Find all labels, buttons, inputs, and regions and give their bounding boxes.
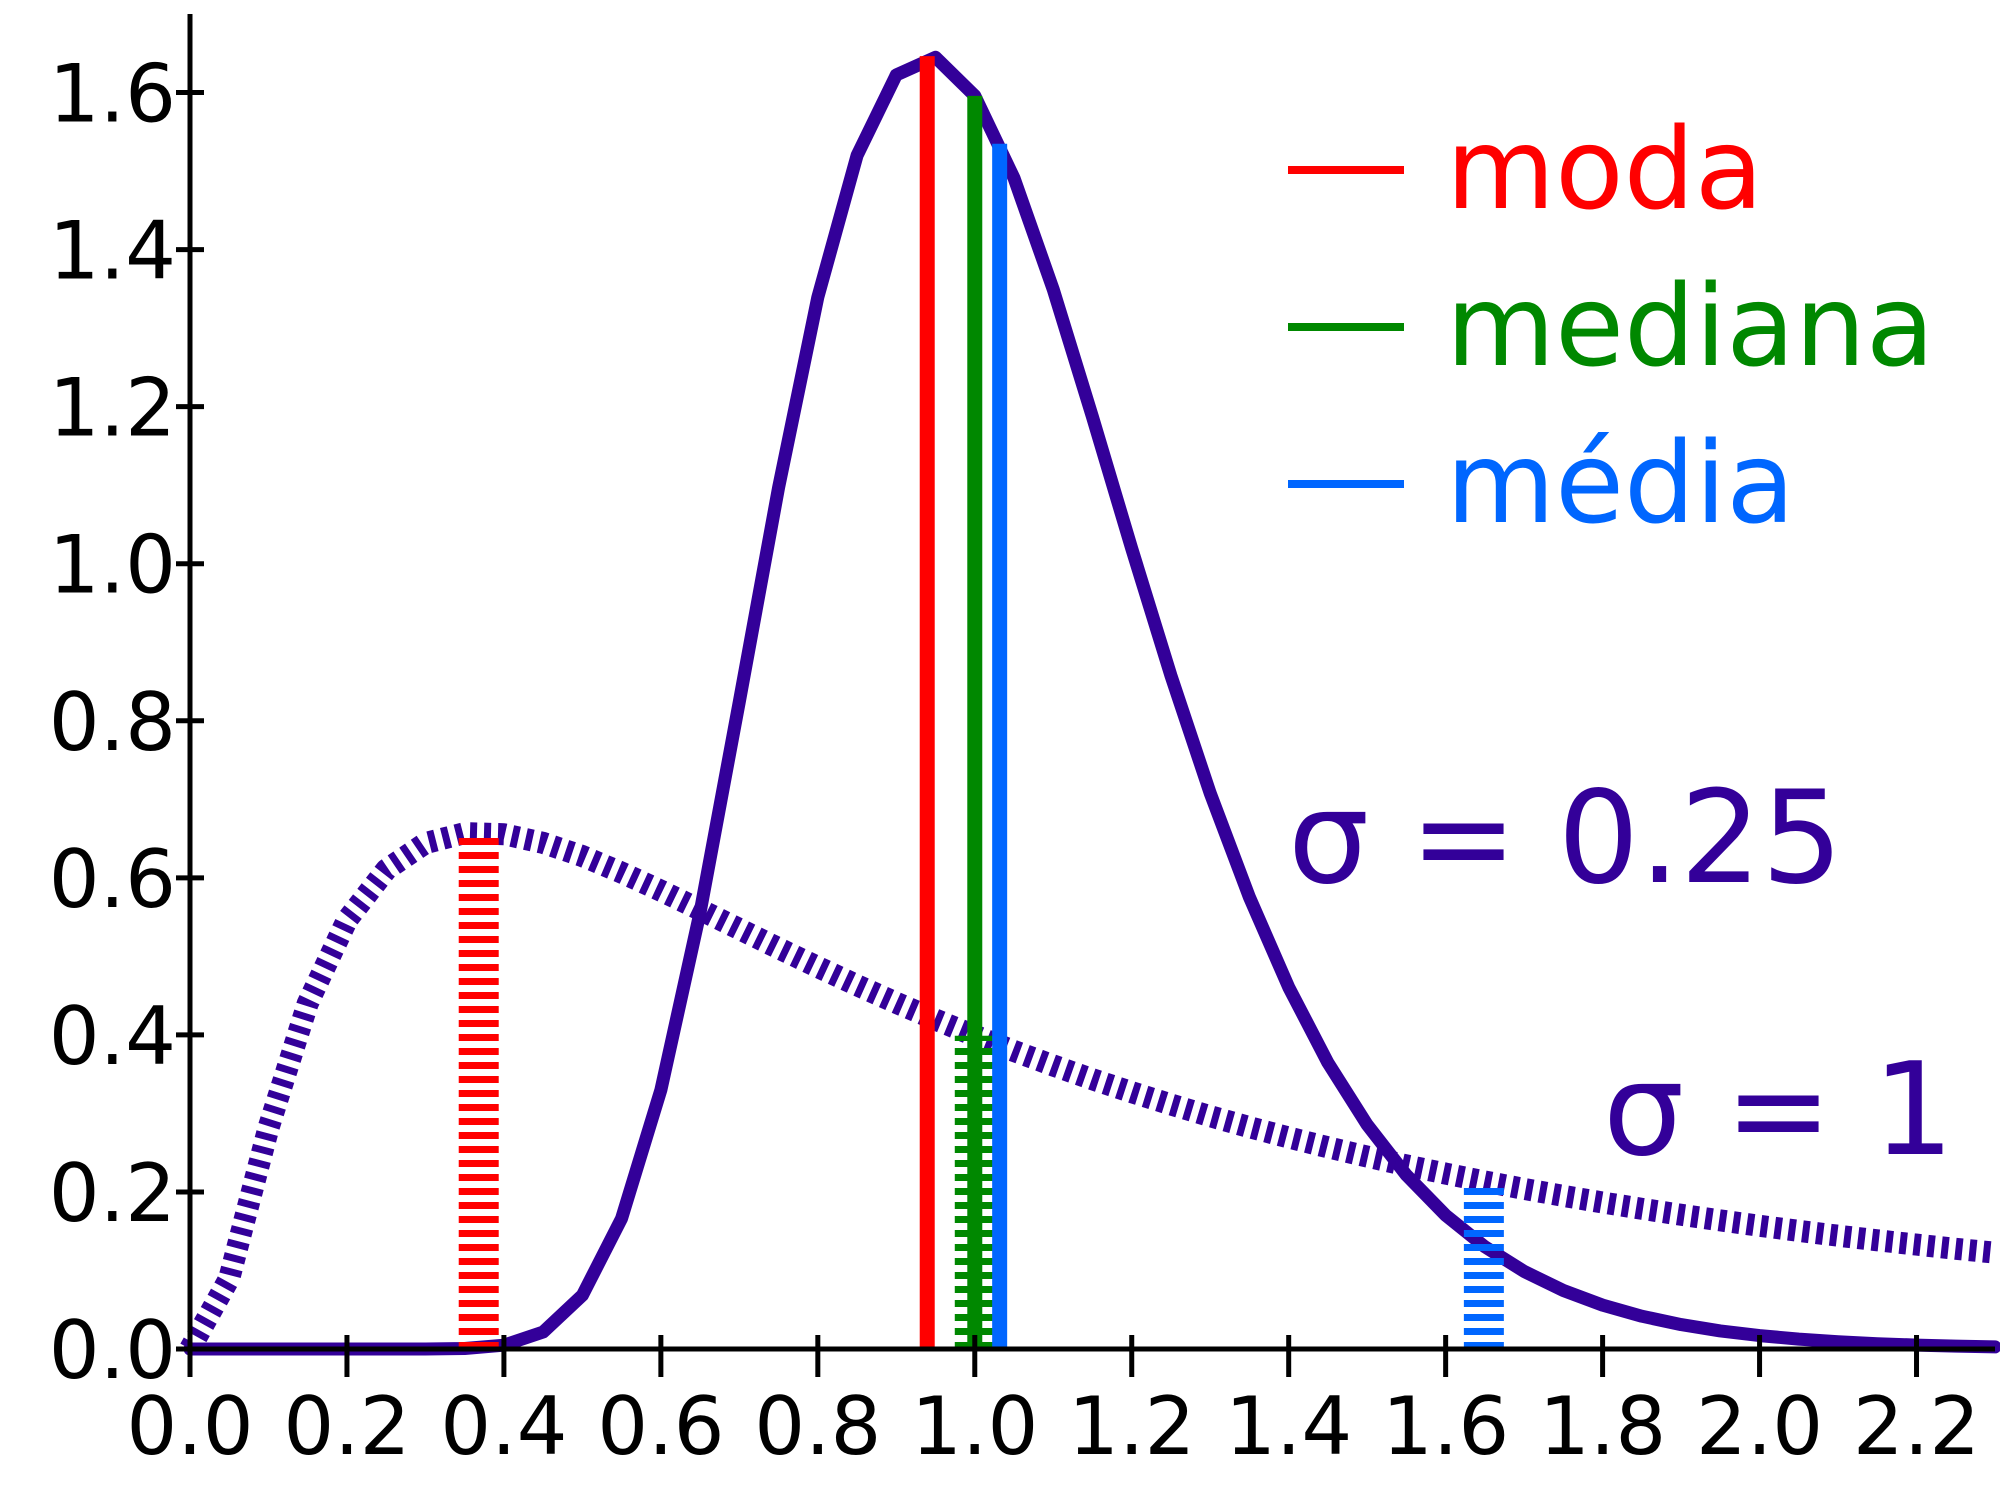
- x-tick-label: 0.8: [754, 1380, 881, 1473]
- y-tick-label: 1.2: [49, 362, 176, 455]
- y-tick-label: 0.8: [49, 676, 176, 769]
- x-tick-label: 1.8: [1539, 1380, 1666, 1473]
- x-tick-label: 1.6: [1382, 1380, 1509, 1473]
- legend-label: mediana: [1446, 262, 1934, 392]
- series-label: σ = 0.25: [1288, 764, 1843, 913]
- density-curve: [180, 822, 1997, 1355]
- x-tick-label: 1.4: [1225, 1380, 1352, 1473]
- legend-label: moda: [1446, 105, 1763, 235]
- x-tick-label: 0.2: [283, 1380, 410, 1473]
- x-tick-label: 1.0: [911, 1380, 1038, 1473]
- x-tick-label: 2.2: [1853, 1380, 1980, 1473]
- legend-label: média: [1446, 419, 1795, 549]
- y-tick-label: 0.6: [49, 833, 176, 926]
- x-tick-label: 0.4: [440, 1380, 567, 1473]
- y-tick-label: 0.0: [49, 1304, 176, 1397]
- y-tick-label: 1.6: [49, 48, 176, 141]
- y-tick-label: 1.4: [49, 205, 176, 298]
- y-tick-label: 0.4: [49, 990, 176, 1083]
- x-tick-label: 0.0: [126, 1380, 253, 1473]
- x-tick-label: 0.6: [597, 1380, 724, 1473]
- y-tick-label: 1.0: [49, 519, 176, 612]
- x-tick-label: 1.2: [1068, 1380, 1195, 1473]
- series-label: σ = 1: [1603, 1036, 1954, 1185]
- y-tick-label: 0.2: [49, 1147, 176, 1240]
- x-tick-label: 2.0: [1696, 1380, 1823, 1473]
